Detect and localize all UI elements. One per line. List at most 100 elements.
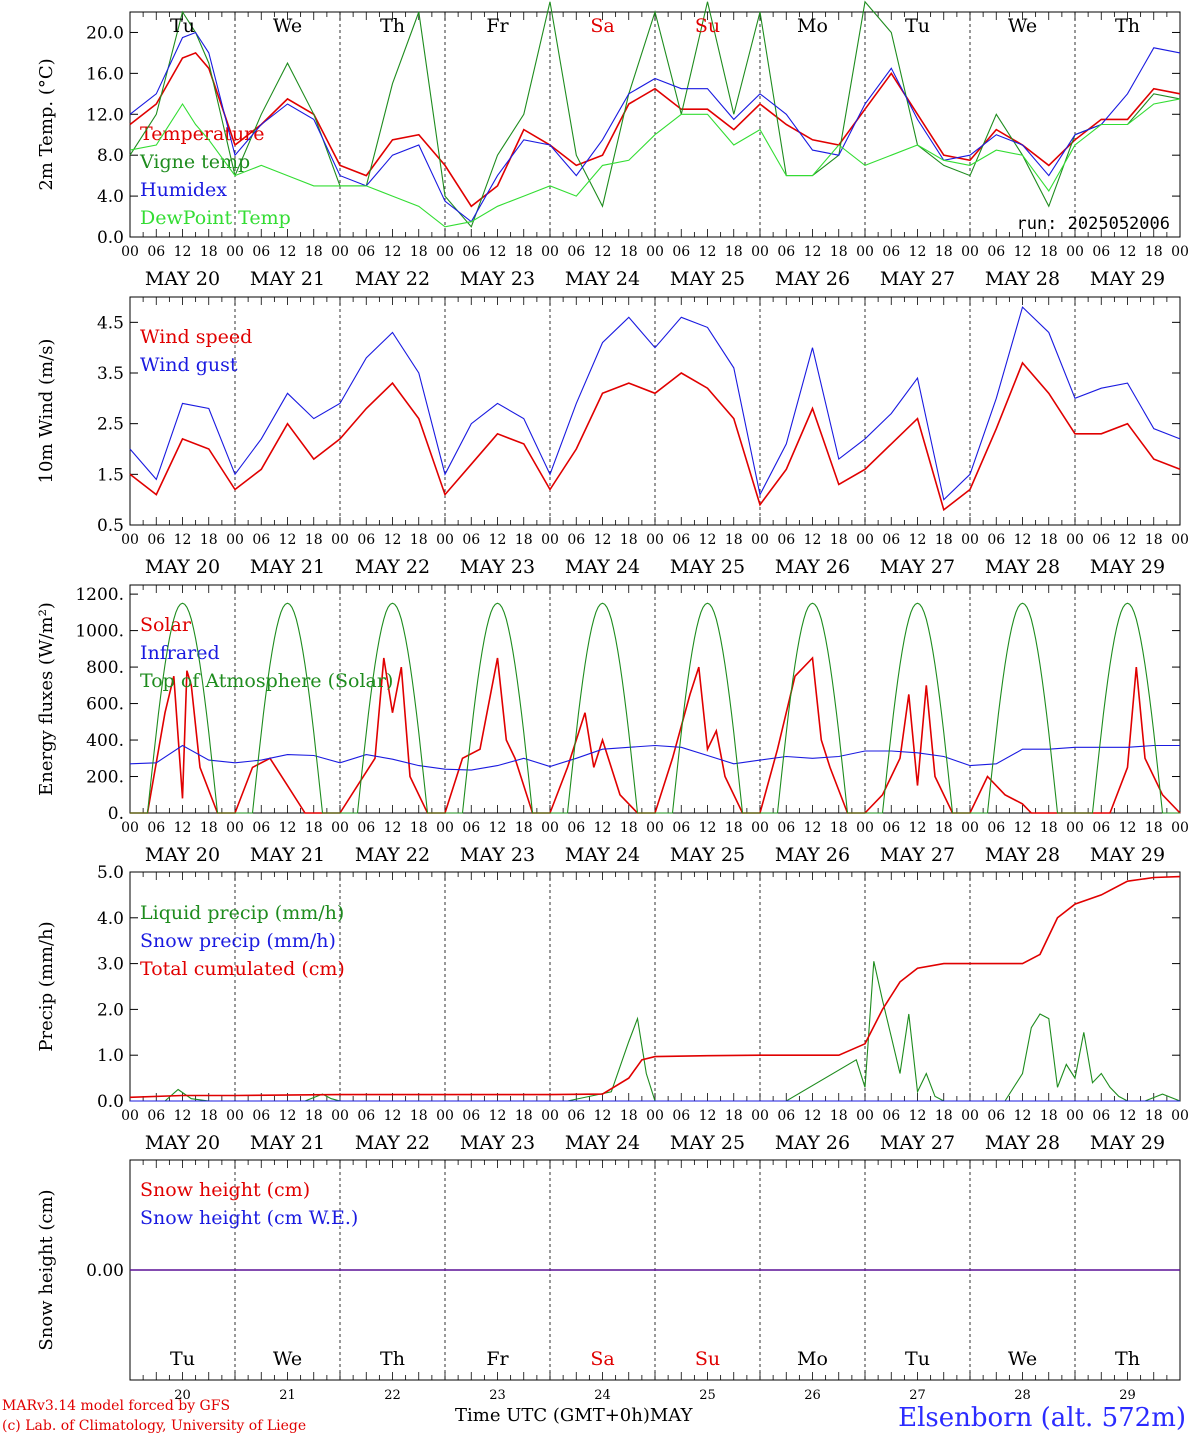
date-label: MAY 21 [250,268,325,290]
y-tick-label: 0.00 [86,1261,124,1281]
hour-label: 06 [252,1108,270,1124]
y-tick-label: 4.5 [97,313,124,333]
hour-label: 00 [1171,244,1189,260]
hour-label: 18 [830,1108,848,1124]
weekday-label: We [1008,1348,1037,1370]
hour-label: 00 [541,532,559,548]
y-tick-label: 3.5 [97,364,124,384]
hour-label: 06 [462,1108,480,1124]
hour-label: 00 [436,820,454,836]
y-axis-label: Snow height (cm) [36,1189,57,1350]
day-number-label: 28 [1014,1388,1031,1403]
legend-label: Humidex [140,179,227,201]
weekday-label: Th [1115,1348,1140,1370]
date-label: MAY 23 [460,1132,535,1154]
hour-label: 12 [594,244,612,260]
hour-label: 18 [200,820,218,836]
hour-label: 18 [620,820,638,836]
series-line [129,98,1181,228]
hour-label: 00 [646,532,664,548]
y-tick-label: 200. [86,768,124,788]
hour-label: 12 [1119,532,1137,548]
hour-label: 12 [174,244,192,260]
weekday-label: We [273,1348,302,1370]
y-tick-label: 1000. [75,622,124,642]
date-label: MAY 23 [460,268,535,290]
month-label: MAY [649,1405,693,1426]
date-label: MAY 22 [355,268,430,290]
hour-label: 00 [331,1108,349,1124]
hour-label: 18 [305,1108,323,1124]
date-label: MAY 28 [985,268,1060,290]
date-label: MAY 24 [565,1132,640,1154]
hour-label: 06 [147,532,165,548]
hour-label: 12 [1119,244,1137,260]
hour-label: 00 [646,1108,664,1124]
panel-4: 0.0 1.0 2.0 3.0 4.0 5.0 Precip (mm/h) Liquid pr… [36,863,1189,1154]
legend-label: Total cumulated (cm) [140,958,345,980]
weekday-label: Tu [170,15,195,37]
y-tick-label: 0.5 [97,516,124,536]
hour-label: 06 [252,244,270,260]
y-tick-label: 2.5 [97,415,124,435]
hour-label: 06 [252,532,270,548]
day-number-label: 27 [909,1388,926,1403]
hour-label: 12 [804,820,822,836]
hour-label: 18 [935,244,953,260]
date-label: MAY 29 [1090,556,1165,578]
legend-label: Top of Atmosphere (Solar) [140,670,393,692]
hour-label: 06 [672,532,690,548]
weekday-label: Tu [170,1348,195,1370]
hour-label: 00 [646,244,664,260]
hour-label: 06 [672,1108,690,1124]
panel-3: 0. 200. 400. 600. 800. 1000. 1200. Energy fluxe… [36,584,1189,866]
hour-label: 06 [567,1108,585,1124]
hour-label: 06 [882,820,900,836]
y-tick-label: 1.5 [97,465,124,485]
hour-label: 18 [410,532,428,548]
weekday-label: Sa [590,15,614,37]
hour-label: 06 [987,244,1005,260]
hour-label: 18 [305,244,323,260]
hour-label: 12 [594,532,612,548]
hour-label: 06 [1092,532,1110,548]
hour-label: 12 [1014,820,1032,836]
hour-label: 18 [620,532,638,548]
hour-label: 00 [751,820,769,836]
hour-label: 12 [804,1108,822,1124]
hour-label: 12 [909,820,927,836]
hour-label: 06 [1092,244,1110,260]
date-label: MAY 29 [1090,1132,1165,1154]
y-axis-label: 10m Wind (m/s) [36,339,57,484]
hour-label: 00 [961,820,979,836]
y-tick-label: 0.0 [97,1092,124,1112]
hour-label: 06 [672,244,690,260]
legend-label: Wind gust [140,354,238,376]
legend-label: Snow height (cm) [140,1179,310,1201]
hour-label: 18 [1040,244,1058,260]
lab-credit: (c) Lab. of Climatology, University of L… [2,1418,307,1434]
y-tick-label: 4.0 [97,187,124,207]
legend-label: Temperature [140,123,264,145]
hour-label: 06 [882,1108,900,1124]
weekday-label: Mo [797,15,828,37]
hour-label: 18 [515,532,533,548]
day-number-label: 20 [174,1388,191,1403]
hour-label: 00 [541,820,559,836]
hour-label: 00 [331,244,349,260]
panel-5: 0.00 Snow height (cm) Snow height (cm) Snow… [36,1159,1181,1403]
hour-label: 18 [1145,532,1163,548]
hour-label: 18 [515,820,533,836]
y-tick-label: 4.0 [97,909,124,929]
hour-label: 00 [226,820,244,836]
hour-label: 12 [1014,244,1032,260]
hour-label: 12 [594,1108,612,1124]
y-tick-label: 16.0 [86,64,124,84]
hour-label: 00 [331,820,349,836]
hour-label: 00 [1066,820,1084,836]
hour-label: 18 [200,1108,218,1124]
y-tick-label: 12.0 [86,105,124,125]
date-label: MAY 21 [250,844,325,866]
weekday-label: Sa [590,1348,614,1370]
panel-1: 0.0 4.0 8.0 12.0 16.0 20.0 2m Temp. (°C) Temper… [36,0,1189,290]
